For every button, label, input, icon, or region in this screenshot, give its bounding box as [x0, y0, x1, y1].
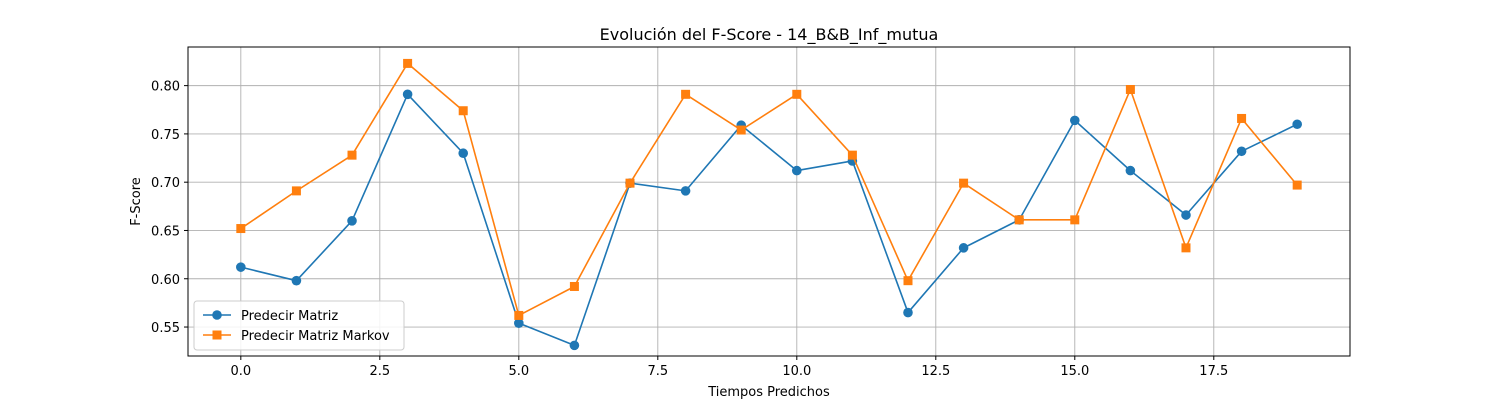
axis-ticks: 0.0 2.5 5.0 7.5 10.0 12.5 15.0 17.5 0.55 0.60 0.65…: [151, 80, 1228, 379]
chart-title: Evolución del F-Score - 14_B&B_Inf_mutua: [600, 25, 939, 45]
series-1-point: [1181, 210, 1191, 220]
series-2-line: [240, 62, 1298, 317]
plot-frame: [187, 46, 1351, 357]
legend-marker: [212, 330, 222, 340]
y-tick-label: 0.80: [151, 80, 180, 95]
grid: [188, 47, 1350, 356]
series-1-point: [458, 148, 469, 159]
series-1-point: [236, 262, 246, 272]
series-2-point: [1070, 215, 1080, 225]
series-1-point: [1292, 119, 1302, 130]
y-tick-label: 0.55: [151, 321, 180, 336]
x-tick-label: 17.5: [1199, 364, 1228, 379]
series-2-point: [792, 89, 802, 99]
series-1-point: [402, 89, 413, 100]
series-1-point: [1236, 146, 1247, 157]
x-tick-label: 0.0: [230, 364, 251, 379]
series-2-point: [625, 178, 635, 188]
series-2-point: [1292, 180, 1302, 190]
x-tick-label: 5.0: [508, 364, 529, 379]
series-1-line: [240, 93, 1298, 347]
series-2-point: [1125, 84, 1135, 94]
series-1-point: [903, 307, 913, 318]
series-2-point: [347, 150, 357, 160]
series-1-point: [958, 243, 969, 253]
series-2-point: [681, 89, 691, 99]
series-1-point: [347, 216, 357, 226]
series-2-point: [514, 310, 524, 320]
x-axis-label: Tiempos Predichos: [707, 385, 830, 400]
x-tick-label: 12.5: [921, 364, 950, 379]
series-2-point: [569, 281, 579, 291]
series-2-point: [736, 125, 746, 135]
series-2: [236, 58, 1302, 320]
legend: Predecir Matriz Predecir Matriz Markov: [193, 300, 405, 351]
y-tick-label: 0.75: [151, 128, 180, 143]
series-2-point: [903, 276, 913, 286]
series-2-point: [403, 58, 413, 68]
y-tick-label: 0.60: [151, 273, 180, 288]
series-2-point: [959, 178, 969, 188]
series-2-point: [1014, 215, 1024, 225]
series-2-point: [847, 150, 857, 160]
series-1-point: [1125, 165, 1136, 176]
series-2-point: [1181, 243, 1191, 253]
series-1-point: [291, 275, 302, 286]
series-1-point: [1069, 115, 1080, 126]
series-2-point: [236, 224, 246, 234]
series-1-point: [680, 186, 691, 196]
series-layer: [236, 58, 1302, 351]
legend-label: Predecir Matriz Markov: [241, 329, 390, 344]
x-tick-label: 7.5: [647, 364, 668, 379]
x-tick-label: 10.0: [782, 364, 811, 379]
x-tick-label: 15.0: [1060, 364, 1089, 379]
legend-label: Predecir Matriz: [241, 309, 338, 324]
legend-marker: [212, 310, 222, 320]
series-1-point: [791, 165, 802, 176]
y-axis-label: F-Score: [129, 177, 144, 226]
legend-box: [193, 300, 405, 351]
x-tick-label: 2.5: [369, 364, 390, 379]
series-2-point: [291, 186, 301, 196]
y-tick-label: 0.65: [151, 224, 180, 239]
series-2-point: [458, 106, 468, 116]
y-tick-label: 0.70: [151, 176, 180, 191]
series-2-point: [1237, 113, 1247, 123]
series-1-point: [514, 318, 524, 328]
series-1-point: [569, 340, 580, 351]
